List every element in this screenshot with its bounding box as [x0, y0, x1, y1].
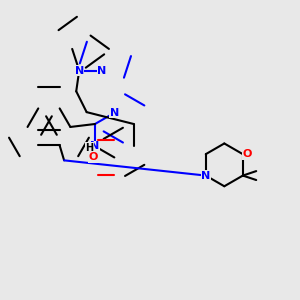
Text: H: H: [85, 143, 94, 153]
Text: N: N: [201, 171, 210, 181]
Text: O: O: [89, 152, 98, 162]
Text: N: N: [110, 108, 119, 118]
Text: N: N: [75, 65, 84, 76]
Text: O: O: [243, 149, 252, 159]
Text: N: N: [90, 141, 100, 151]
Text: N: N: [97, 65, 106, 76]
